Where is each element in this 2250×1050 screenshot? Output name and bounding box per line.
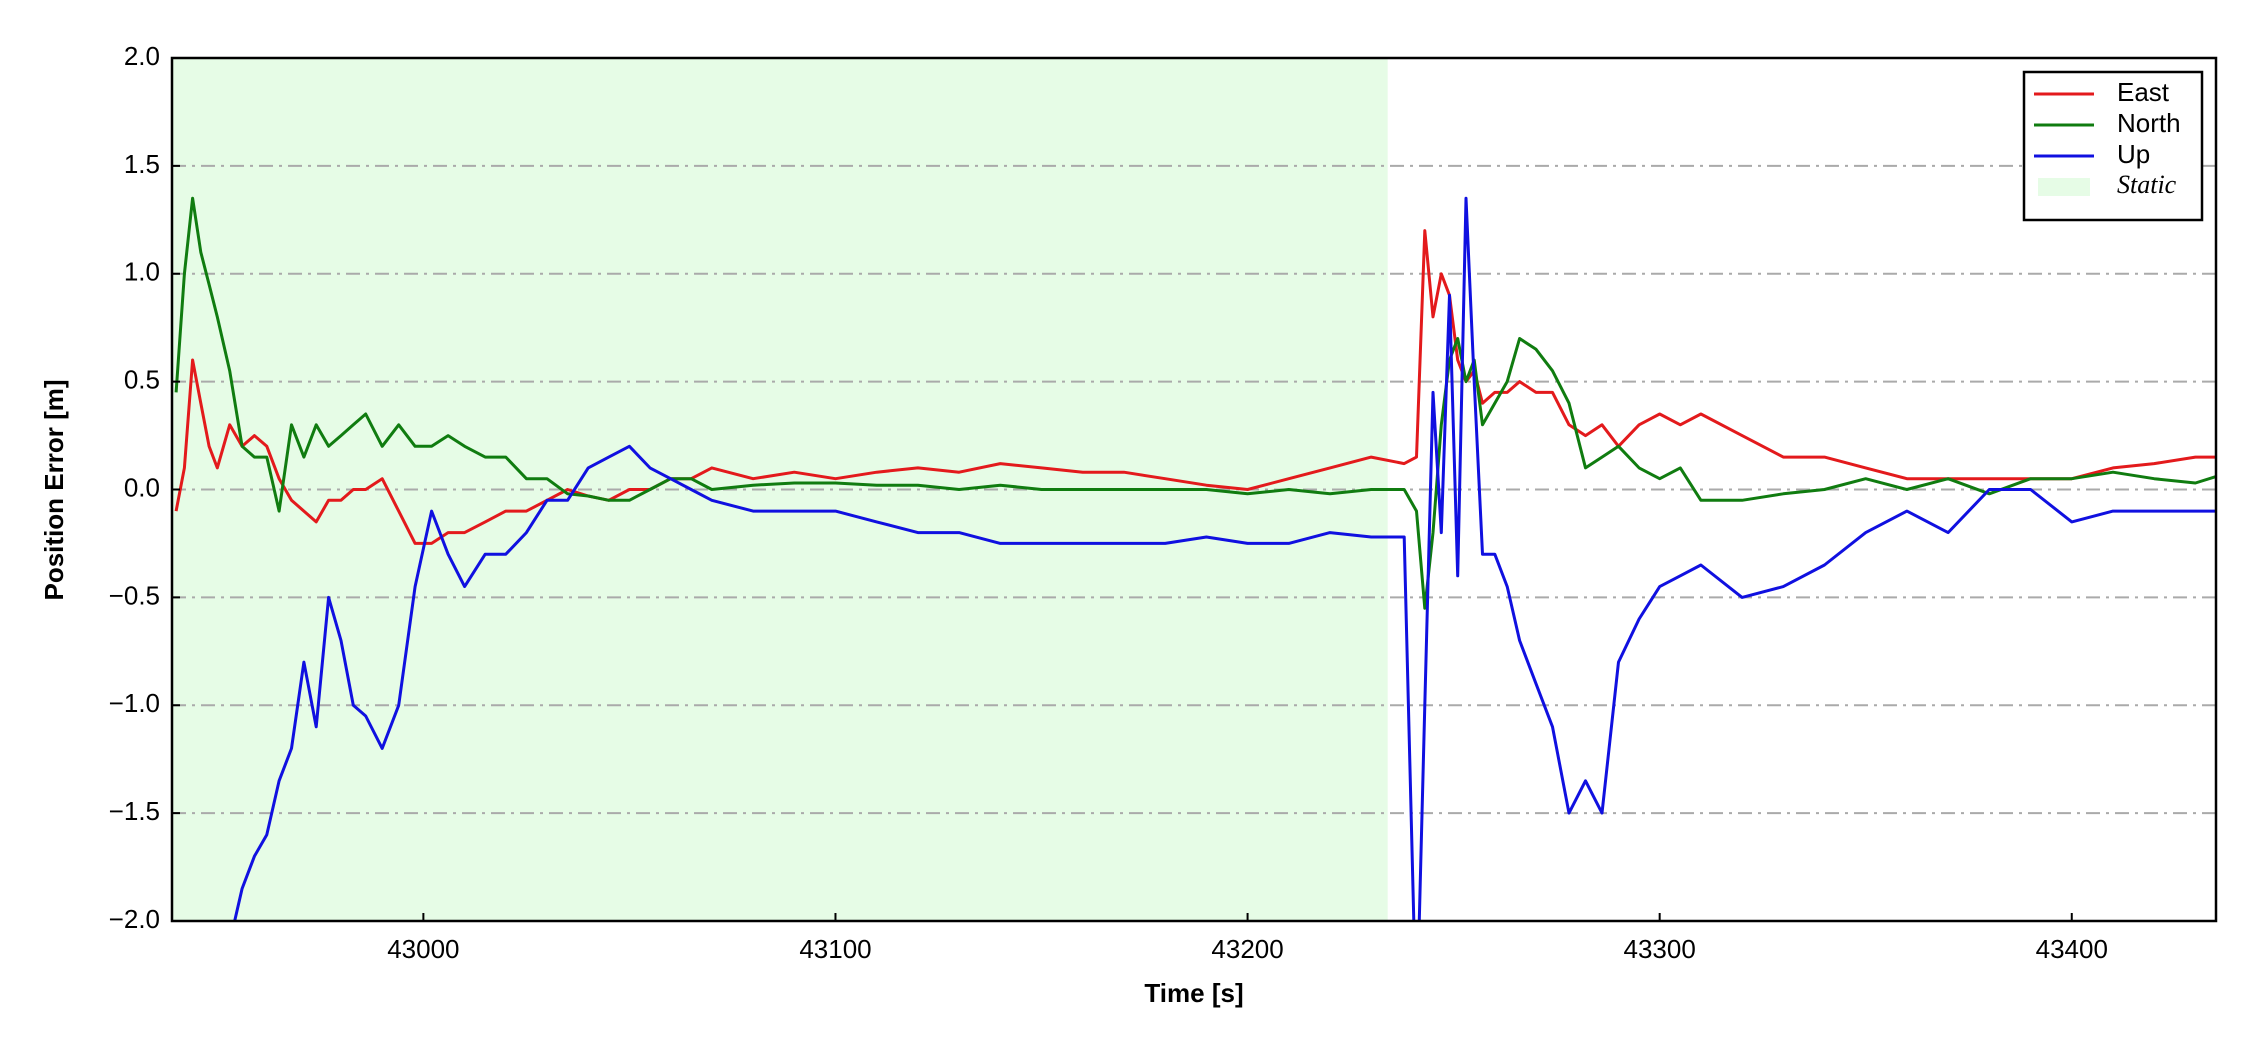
x-tick-label: 43400 (2036, 934, 2108, 964)
x-tick-label: 43100 (799, 934, 871, 964)
y-axis-label: Position Error [m] (39, 379, 69, 600)
plot-frame (170, 56, 2218, 923)
y-tick-label: 2.0 (124, 41, 160, 71)
legend-label: Up (2117, 139, 2150, 169)
series-line (174, 196, 2216, 610)
y-tick-label: 1.0 (124, 257, 160, 287)
plot-area (172, 58, 2216, 921)
y-tick-label: −1.0 (109, 688, 160, 718)
x-tick-label: 43300 (1624, 934, 1696, 964)
y-tick-label: 1.5 (124, 149, 160, 179)
series-line (233, 196, 2216, 921)
legend-label: Static (2117, 170, 2177, 199)
y-tick-label: 0.5 (124, 365, 160, 395)
x-tick-label: 43000 (387, 934, 459, 964)
x-axis-label: Time [s] (1144, 978, 1243, 1008)
y-tick-label: −1.5 (109, 796, 160, 826)
legend-swatch (2038, 178, 2090, 196)
legend-label: East (2117, 77, 2170, 107)
y-tick-label: −0.5 (109, 580, 160, 610)
y-tick-label: 0.0 (124, 472, 160, 502)
legend-label: North (2117, 108, 2181, 138)
y-tick-label: −2.0 (109, 904, 160, 934)
x-tick-label: 43200 (1211, 934, 1283, 964)
series-line (174, 229, 2216, 545)
